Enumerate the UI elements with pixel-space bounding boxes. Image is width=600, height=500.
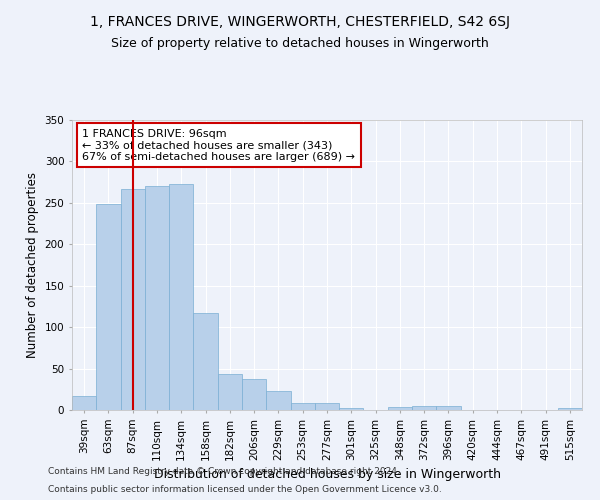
Bar xyxy=(558,408,582,410)
Text: 1 FRANCES DRIVE: 96sqm
← 33% of detached houses are smaller (343)
67% of semi-de: 1 FRANCES DRIVE: 96sqm ← 33% of detached… xyxy=(82,128,355,162)
Bar xyxy=(436,406,461,410)
Bar xyxy=(388,406,412,410)
Text: Size of property relative to detached houses in Wingerworth: Size of property relative to detached ho… xyxy=(111,38,489,51)
Text: 1, FRANCES DRIVE, WINGERWORTH, CHESTERFIELD, S42 6SJ: 1, FRANCES DRIVE, WINGERWORTH, CHESTERFI… xyxy=(90,15,510,29)
Bar xyxy=(412,406,436,410)
Bar xyxy=(218,374,242,410)
Y-axis label: Number of detached properties: Number of detached properties xyxy=(26,172,39,358)
Bar xyxy=(242,380,266,410)
Text: Contains public sector information licensed under the Open Government Licence v3: Contains public sector information licen… xyxy=(48,485,442,494)
Bar xyxy=(193,313,218,410)
Bar xyxy=(96,204,121,410)
Text: Contains HM Land Registry data © Crown copyright and database right 2024.: Contains HM Land Registry data © Crown c… xyxy=(48,467,400,476)
Bar xyxy=(72,396,96,410)
Bar xyxy=(121,189,145,410)
X-axis label: Distribution of detached houses by size in Wingerworth: Distribution of detached houses by size … xyxy=(154,468,500,481)
Bar xyxy=(290,404,315,410)
Bar xyxy=(339,408,364,410)
Bar xyxy=(169,184,193,410)
Bar xyxy=(315,402,339,410)
Bar xyxy=(266,391,290,410)
Bar xyxy=(145,186,169,410)
